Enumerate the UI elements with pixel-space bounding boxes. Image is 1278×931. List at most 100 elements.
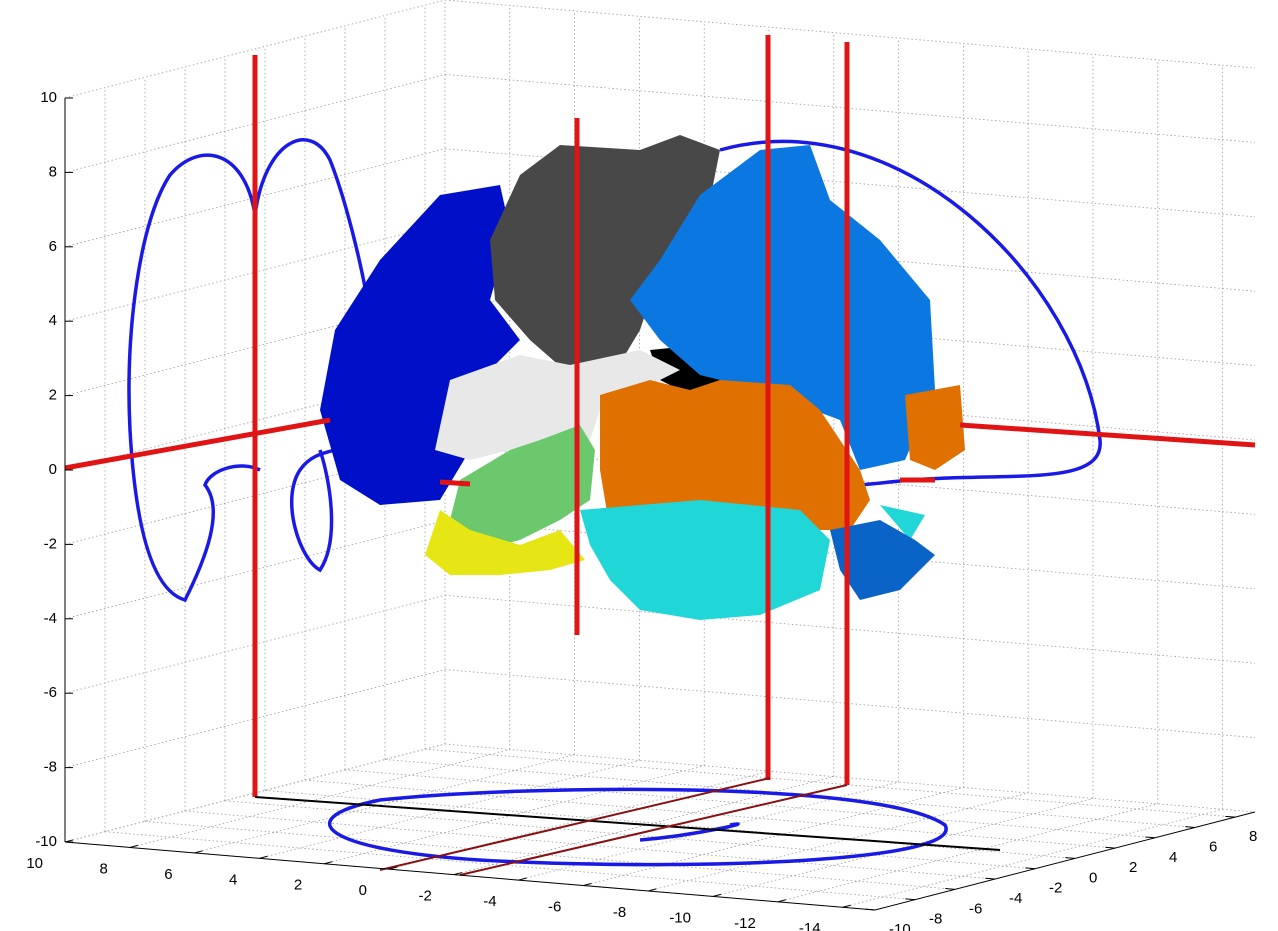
y-tick-label: 2 bbox=[1129, 859, 1137, 876]
x-tick-label: -8 bbox=[613, 904, 626, 921]
grid-line bbox=[444, 74, 1256, 143]
tick-mark bbox=[324, 861, 333, 865]
y-tick-label: 8 bbox=[1249, 828, 1257, 845]
grid-line bbox=[444, 743, 1256, 813]
rod bbox=[959, 422, 1256, 448]
floor-line bbox=[254, 796, 1001, 851]
y-tick-label: -4 bbox=[1009, 890, 1022, 907]
tick-mark bbox=[259, 855, 268, 859]
rod bbox=[439, 479, 471, 487]
y-tick-label: -10 bbox=[889, 921, 911, 931]
grid-line bbox=[194, 754, 575, 854]
grid-line bbox=[64, 0, 446, 99]
z-tick-label: -4 bbox=[44, 610, 57, 627]
grid-line bbox=[444, 371, 1256, 441]
region bbox=[905, 385, 965, 470]
tick-mark bbox=[1025, 867, 1036, 870]
tick-mark bbox=[453, 872, 462, 876]
brain-regions bbox=[64, 35, 1256, 876]
z-tick-label: 10 bbox=[40, 89, 57, 106]
region bbox=[830, 520, 935, 600]
grid-line bbox=[444, 669, 1256, 738]
trace-curve bbox=[328, 787, 948, 867]
z-tick-label: -10 bbox=[35, 833, 57, 850]
grid-line bbox=[648, 792, 1029, 892]
x-tick-label: 10 bbox=[26, 855, 43, 872]
region bbox=[880, 505, 925, 540]
y-tick-label: -2 bbox=[1049, 880, 1062, 897]
grid-line bbox=[444, 148, 1256, 218]
grid-line bbox=[129, 749, 510, 848]
region bbox=[630, 145, 935, 470]
region bbox=[450, 425, 595, 550]
y-tick-label: 6 bbox=[1209, 838, 1217, 855]
grid-line bbox=[444, 520, 1256, 590]
region bbox=[580, 500, 830, 620]
floor-line bbox=[379, 777, 771, 871]
x-tick-label: 4 bbox=[229, 871, 237, 888]
tick-mark bbox=[945, 888, 956, 890]
trace-curve bbox=[127, 153, 261, 603]
grid-line bbox=[444, 222, 1256, 292]
grid-line bbox=[304, 779, 1116, 849]
region bbox=[435, 350, 680, 460]
tick-mark bbox=[518, 877, 527, 881]
grid-line bbox=[264, 790, 1076, 859]
grid-line bbox=[224, 800, 1036, 870]
grid-line bbox=[344, 769, 1156, 839]
grid-line bbox=[384, 759, 1196, 828]
tick-mark bbox=[1225, 815, 1236, 818]
y-tick-label: -8 bbox=[929, 911, 942, 928]
x-tick-label: 8 bbox=[99, 860, 107, 877]
y-tick-label: 0 bbox=[1089, 869, 1097, 886]
axes: -10 -8 -6 -4 -2 0 2 4 6 8 10 -14 -12 -10 -8 -6 -4 -2 0 2 4 6 8… bbox=[26, 89, 1257, 931]
tick-mark bbox=[388, 866, 398, 870]
z-tick-label: 8 bbox=[49, 163, 57, 180]
tick-mark bbox=[1145, 836, 1156, 839]
region bbox=[320, 185, 520, 505]
x-tick-label: -4 bbox=[483, 893, 496, 910]
y-tick-label: 4 bbox=[1169, 849, 1177, 866]
grid-line bbox=[583, 787, 964, 886]
tick-mark bbox=[194, 850, 203, 854]
tick-mark bbox=[64, 839, 74, 843]
tick-mark bbox=[712, 893, 722, 897]
tick-mark bbox=[842, 904, 851, 908]
z-tick-label: 0 bbox=[49, 461, 57, 478]
floor-line bbox=[459, 784, 848, 876]
x-tick-label: -10 bbox=[669, 909, 691, 926]
tick-mark bbox=[985, 877, 996, 880]
grid-line bbox=[712, 798, 1094, 897]
z-tick-label: 2 bbox=[49, 387, 57, 404]
x-tick-label: -12 bbox=[734, 915, 756, 931]
axis-line bbox=[874, 811, 1256, 911]
z-tick-label: 6 bbox=[49, 238, 57, 255]
y-tick-label: -6 bbox=[969, 900, 982, 917]
z-tick-label: 4 bbox=[49, 312, 57, 329]
x-tick-label: 0 bbox=[359, 882, 367, 899]
grid-line bbox=[184, 810, 996, 880]
grid-line bbox=[424, 748, 1236, 818]
grid-line bbox=[444, 446, 1256, 515]
region bbox=[490, 135, 720, 380]
grid-line bbox=[444, 297, 1256, 366]
x-tick-label: -2 bbox=[418, 888, 431, 905]
z-tick-label: -6 bbox=[44, 684, 57, 701]
grid-line bbox=[777, 803, 1158, 903]
tick-mark bbox=[1105, 846, 1116, 849]
tick-mark bbox=[583, 882, 592, 887]
tick-mark bbox=[1185, 826, 1196, 828]
x-tick-label: -6 bbox=[548, 898, 561, 915]
tick-mark bbox=[129, 844, 138, 848]
grid-line bbox=[444, 594, 1256, 664]
tick-mark bbox=[648, 888, 657, 892]
axis-line bbox=[64, 841, 876, 911]
x-tick-label: 2 bbox=[294, 877, 302, 894]
grid-line bbox=[444, 0, 1256, 69]
x-tick-label: -14 bbox=[799, 920, 821, 931]
z-tick-label: -8 bbox=[44, 759, 57, 776]
tick-mark bbox=[1065, 857, 1076, 859]
tick-mark bbox=[865, 908, 876, 911]
region bbox=[425, 510, 585, 575]
